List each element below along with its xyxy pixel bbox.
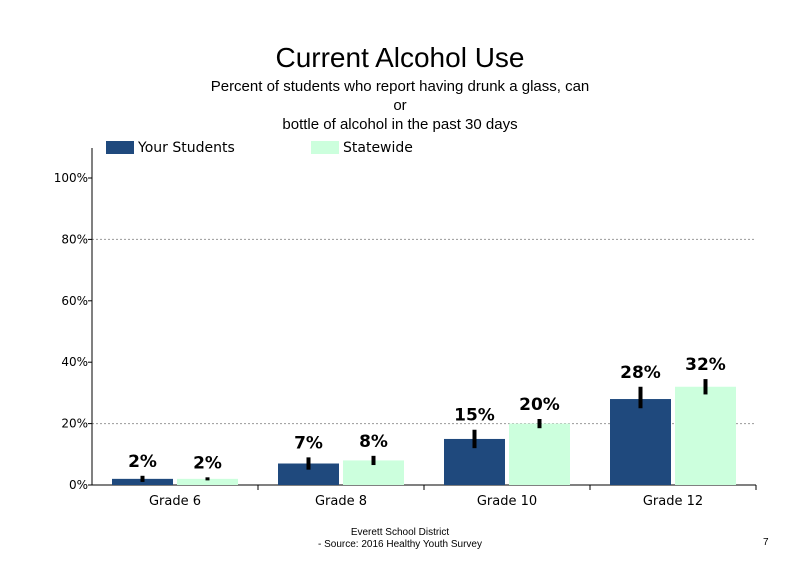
legend-label-your-students: Your Students [138,140,235,156]
x-tick-label: Grade 10 [477,494,537,509]
data-label: 2% [128,452,157,472]
y-tick-label: 100% [54,171,88,185]
y-tick-label: 20% [61,417,88,431]
x-tick-label: Grade 6 [149,494,201,509]
data-label: 15% [454,406,495,426]
y-tick-label: 40% [61,355,88,369]
page-number: 7 [763,537,769,548]
data-label: 2% [193,453,222,473]
legend-swatch-statewide [311,141,339,154]
y-tick-label: 80% [61,232,88,246]
footer: Everett School District - Source: 2016 H… [250,527,550,551]
bar [610,399,671,485]
data-label: 28% [620,363,661,383]
bar [278,463,339,485]
bar [675,386,736,485]
data-label: 20% [519,395,560,415]
data-label: 8% [359,432,388,452]
subtitle-line: bottle of alcohol in the past 30 days [282,116,518,133]
chart-subtitle: Percent of students who report having dr… [150,77,650,134]
y-tick-label: 60% [61,294,88,308]
bar [509,423,570,485]
subtitle-line: or [393,97,407,114]
y-tick-label: 0% [69,478,88,492]
x-tick-label: Grade 12 [643,494,703,509]
legend-label-statewide: Statewide [343,140,413,156]
bar [177,478,238,485]
data-label: 7% [294,433,323,453]
subtitle-line: Percent of students who report having dr… [210,78,590,95]
legend-swatch-your-students [106,141,134,154]
x-tick-label: Grade 8 [315,494,367,509]
chart-title: Current Alcohol Use [275,42,525,73]
data-label: 32% [685,355,726,375]
footer-source: - Source: 2016 Healthy Youth Survey [318,539,482,550]
footer-district: Everett School District [350,527,450,538]
